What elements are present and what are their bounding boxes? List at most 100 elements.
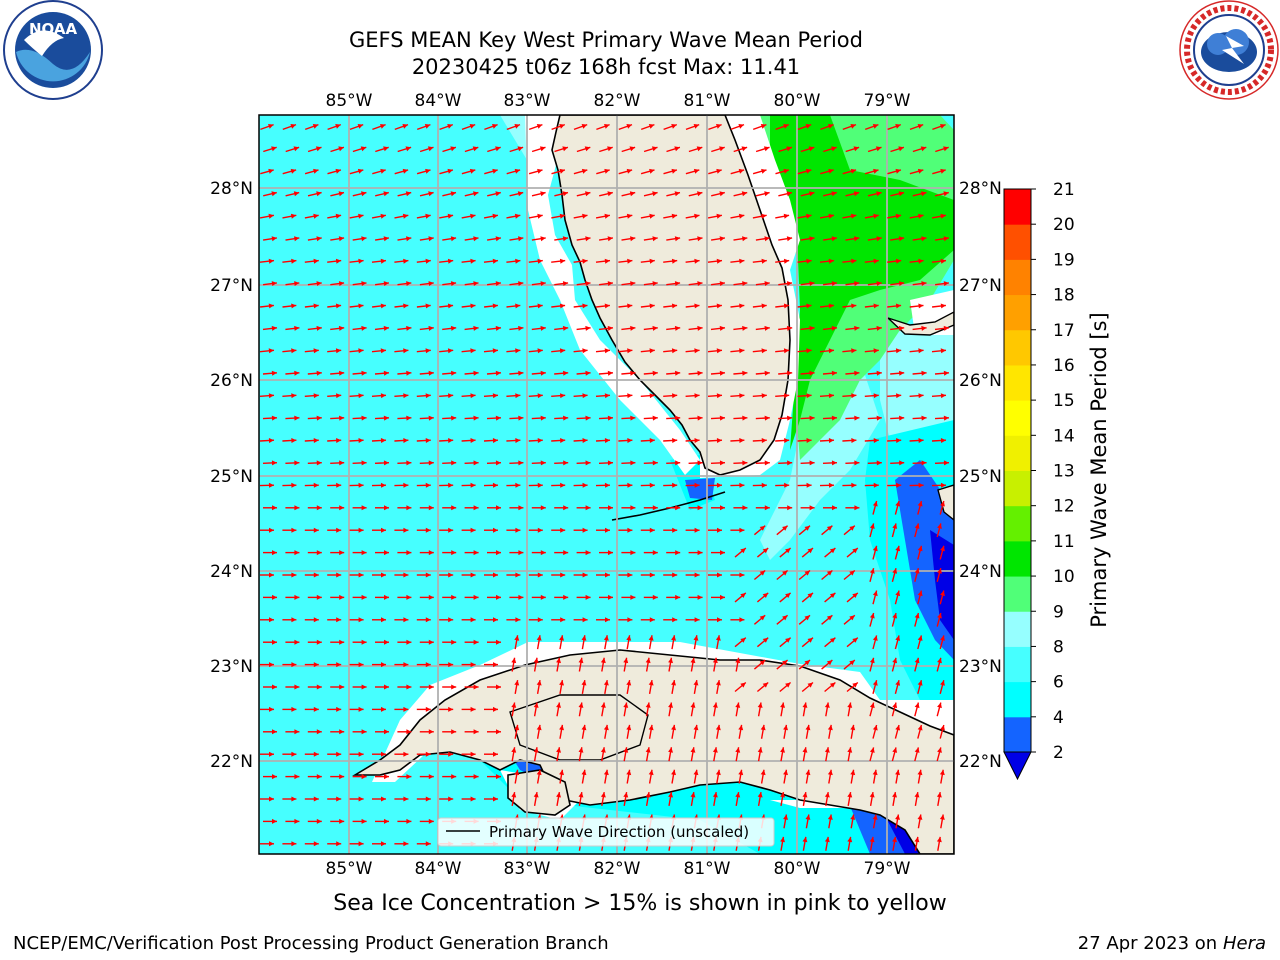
- wave-arrow: [439, 617, 454, 623]
- lat-label: 26°N: [210, 371, 253, 391]
- wave-arrow: [372, 168, 386, 175]
- wave-arrow: [528, 617, 543, 623]
- wave-arrow: [461, 213, 476, 219]
- wave-arrow: [640, 572, 655, 578]
- wave-arrow: [556, 657, 561, 672]
- wave-arrow: [285, 191, 300, 197]
- wave-arrow: [327, 393, 342, 399]
- wave-arrow: [710, 325, 726, 331]
- wave-arrow: [260, 706, 274, 712]
- lon-labels-bottom: 85°W 84°W 83°W 82°W 81°W 80°W 79°W: [326, 859, 911, 879]
- wave-arrow: [260, 168, 274, 175]
- wave-arrow: [260, 527, 274, 533]
- wave-arrow: [352, 639, 367, 645]
- wave-arrow: [285, 594, 300, 600]
- wave-arrow: [936, 523, 942, 538]
- wave-arrow: [442, 774, 457, 780]
- wave-arrow: [486, 325, 502, 331]
- wave-arrow: [822, 325, 838, 331]
- colorbar-tick-label: 18: [1053, 286, 1075, 306]
- wave-arrow: [710, 370, 726, 376]
- wave-arrow: [352, 281, 367, 286]
- wave-arrow: [715, 679, 721, 695]
- wave-arrow: [778, 281, 793, 286]
- lat-label: 28°N: [210, 179, 253, 199]
- wave-arrow: [442, 325, 457, 331]
- wave-arrow: [506, 213, 521, 219]
- wave-arrow: [778, 191, 793, 197]
- wave-arrow: [894, 545, 901, 560]
- wave-arrow: [869, 836, 875, 851]
- wave-arrow: [600, 747, 606, 762]
- wave-arrow: [603, 635, 609, 650]
- wave-arrow: [753, 614, 766, 625]
- wave-arrow: [934, 460, 950, 466]
- wave-arrow: [528, 393, 543, 399]
- lon-label: 80°W: [774, 91, 821, 111]
- wave-arrow: [285, 460, 300, 466]
- wave-arrow: [663, 213, 678, 219]
- wave-arrow: [416, 168, 431, 175]
- wave-arrow: [486, 415, 502, 421]
- wave-arrow: [779, 681, 792, 693]
- wave-arrow: [734, 637, 747, 648]
- wave-arrow: [554, 146, 569, 153]
- wave-arrow: [464, 505, 479, 511]
- wave-arrow: [776, 614, 789, 625]
- wave-arrow: [372, 662, 386, 668]
- wave-arrow: [778, 325, 793, 331]
- wave-arrow: [666, 191, 681, 197]
- wave-arrow: [890, 191, 905, 197]
- sea-ice-note: Sea Ice Concentration > 15% is shown in …: [333, 891, 947, 916]
- wave-arrow: [805, 814, 811, 829]
- wave-arrow: [416, 258, 431, 264]
- wave-arrow: [936, 568, 942, 582]
- wave-arrow: [685, 527, 700, 533]
- wave-arrow: [511, 657, 517, 672]
- wave-arrow: [780, 791, 785, 807]
- wave-arrow: [645, 657, 651, 672]
- wave-arrow: [596, 527, 610, 533]
- wave-arrow: [872, 635, 878, 650]
- wave-arrow: [260, 123, 274, 131]
- wave-arrow: [688, 370, 703, 376]
- wave-arrow: [822, 236, 838, 242]
- wave-arrow: [559, 769, 564, 784]
- wave-arrow: [845, 415, 860, 421]
- wave-arrow: [783, 814, 788, 829]
- wave-arrow: [819, 258, 835, 264]
- wave-arrow: [349, 796, 364, 802]
- wave-arrow: [797, 258, 812, 264]
- wave-arrow: [578, 791, 584, 807]
- wave-arrow: [618, 393, 633, 399]
- wave-arrow: [374, 370, 390, 376]
- wave-arrow: [775, 438, 790, 443]
- wave-arrow: [528, 303, 543, 309]
- wave-arrow: [330, 281, 345, 286]
- wave-arrow: [581, 635, 587, 650]
- florida-land: [551, 115, 791, 476]
- wave-arrow: [708, 303, 722, 309]
- colorbar-segment: [1004, 435, 1031, 471]
- wave-arrow: [554, 460, 569, 466]
- wave-arrow: [643, 505, 658, 511]
- wave-arrow: [603, 769, 609, 784]
- wave-arrow: [307, 370, 322, 376]
- wave-arrow: [483, 393, 499, 399]
- wave-arrow: [917, 724, 923, 739]
- wave-arrow: [935, 191, 949, 197]
- wave-arrow: [416, 796, 431, 802]
- wave-arrow: [573, 572, 588, 578]
- wave-arrow: [461, 662, 476, 668]
- wave-arrow: [738, 769, 744, 784]
- wave-arrow: [824, 637, 836, 648]
- wave-arrow: [939, 724, 945, 739]
- wave-arrow: [330, 236, 345, 242]
- wave-arrow: [733, 191, 748, 197]
- wave-arrow: [330, 460, 345, 466]
- wave-arrow: [259, 438, 275, 443]
- wave-arrow: [730, 572, 745, 578]
- wave-arrow: [285, 684, 300, 690]
- wave-arrow: [819, 213, 835, 219]
- wave-arrow: [416, 348, 431, 354]
